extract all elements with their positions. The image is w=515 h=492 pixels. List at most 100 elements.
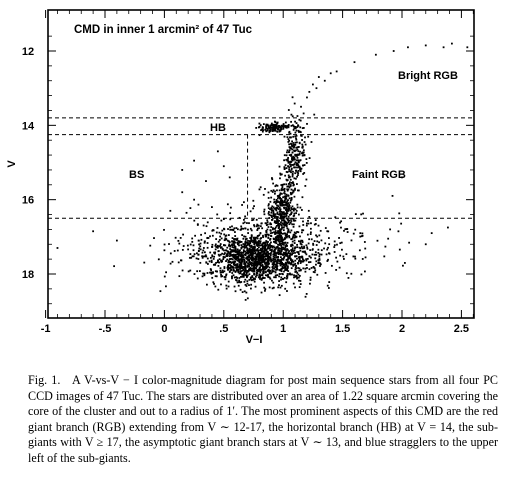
data-point [294,235,297,237]
data-point [274,190,276,193]
data-point [259,225,262,228]
data-point [225,260,227,262]
data-point [263,259,266,262]
data-point [282,126,285,129]
data-point [288,186,291,189]
data-point [291,208,294,211]
data-point [306,122,308,125]
data-point [240,244,243,247]
data-point [282,196,284,199]
data-point [290,167,293,170]
data-point [297,164,300,167]
data-point [238,281,241,284]
data-point [246,244,249,246]
data-point [221,269,224,272]
data-point [240,241,243,243]
data-point [312,242,315,245]
data-point [209,268,212,270]
data-point [220,273,222,276]
data-point [250,236,253,239]
data-point [290,217,292,220]
data-point [242,254,244,257]
data-point [269,246,272,249]
data-point [260,222,263,225]
data-point [289,165,292,168]
x-tick-label: 0 [161,323,167,335]
data-point [282,213,284,215]
data-point [324,242,327,245]
data-point [308,157,311,159]
data-point [276,262,279,265]
data-point [301,152,304,155]
data-point [214,243,217,246]
data-point [220,271,223,274]
data-point [297,150,300,153]
data-point [292,235,295,238]
data-point [264,288,267,291]
data-point [306,246,309,249]
data-point [248,268,251,270]
data-point [315,263,317,266]
data-point [280,232,283,235]
data-point [282,229,285,232]
data-point [286,267,289,269]
data-point [298,118,301,121]
data-point [260,250,263,253]
data-point [239,281,242,284]
data-point [216,246,219,249]
data-point [227,285,230,288]
data-point [309,249,312,252]
data-point [313,253,316,256]
data-point [270,196,273,199]
data-point [292,215,295,217]
data-point [295,235,298,238]
data-point [211,246,214,248]
data-point [227,265,230,268]
data-point [222,165,225,168]
data-point [279,172,282,175]
data-point [242,249,245,252]
data-point [285,195,288,198]
data-point [259,278,261,280]
x-tick-label: 1 [280,323,286,335]
data-point [284,198,287,201]
data-point [236,281,239,284]
data-point [279,204,282,207]
data-point [285,214,288,216]
data-point [244,241,247,243]
data-point [254,257,257,259]
data-point [307,219,309,222]
data-point [294,189,296,191]
data-point [284,246,287,249]
data-point [243,218,245,221]
data-point [231,237,234,239]
data-point [279,199,282,202]
data-point [244,242,247,245]
data-point [261,253,264,256]
data-point [257,246,260,249]
data-point [279,252,282,255]
data-point [279,240,282,243]
data-point [285,193,288,196]
data-point [265,262,268,265]
data-point [284,203,287,206]
data-point [244,264,247,267]
x-tick-label: 2.5 [454,323,469,335]
data-point [272,127,275,130]
data-point [301,229,304,232]
data-point [293,127,296,130]
data-point [283,255,286,258]
data-point [295,141,298,144]
data-point [278,219,280,222]
data-point [255,218,258,221]
y-tick-label: 14 [22,120,35,132]
data-point [257,261,259,264]
data-point [251,276,254,278]
data-point [327,246,329,249]
data-point [301,164,304,167]
data-point [263,281,265,284]
data-point [244,252,247,255]
data-point [277,259,280,262]
data-point [290,120,292,123]
data-point [363,241,366,243]
